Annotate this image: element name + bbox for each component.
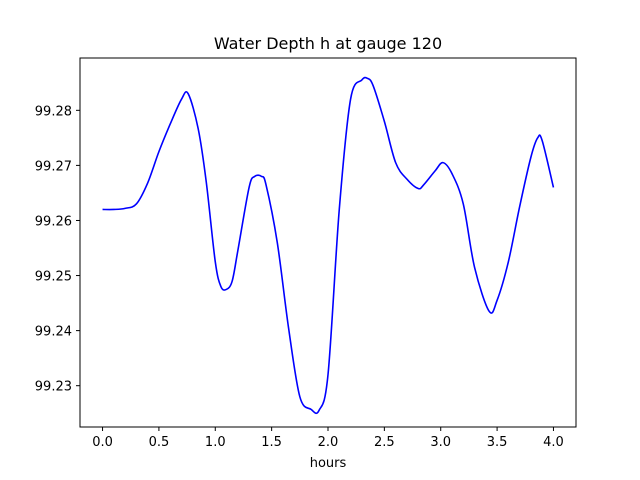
y-tick-label: 99.26	[35, 214, 72, 229]
x-tick-label: 1.0	[205, 435, 226, 450]
x-tick-label: 2.0	[318, 435, 339, 450]
series-line-0	[102, 76, 555, 415]
x-tick-label: 3.5	[487, 435, 508, 450]
y-tick-label: 99.25	[35, 270, 72, 285]
x-tick-label: 0.5	[149, 435, 170, 450]
y-tick-label: 99.27	[35, 159, 72, 174]
x-axis-label: hours	[310, 456, 347, 471]
y-tick-label: 99.28	[35, 104, 72, 119]
chart-title: Water Depth h at gauge 120	[214, 34, 442, 53]
x-tick-label: 1.5	[261, 435, 282, 450]
x-tick-label: 3.0	[430, 435, 451, 450]
plot-area: 0.0 0.5 1.0 1.5 2.0 2.5 3.0 3.5 4.0 99.23 99.24 99.…	[35, 57, 577, 450]
y-tick-label: 99.23	[35, 380, 72, 395]
x-tick-label: 0.0	[92, 435, 113, 450]
y-tick-label: 99.24	[35, 325, 72, 340]
x-tick-label: 2.5	[374, 435, 395, 450]
x-tick-label: 4.0	[543, 435, 564, 450]
